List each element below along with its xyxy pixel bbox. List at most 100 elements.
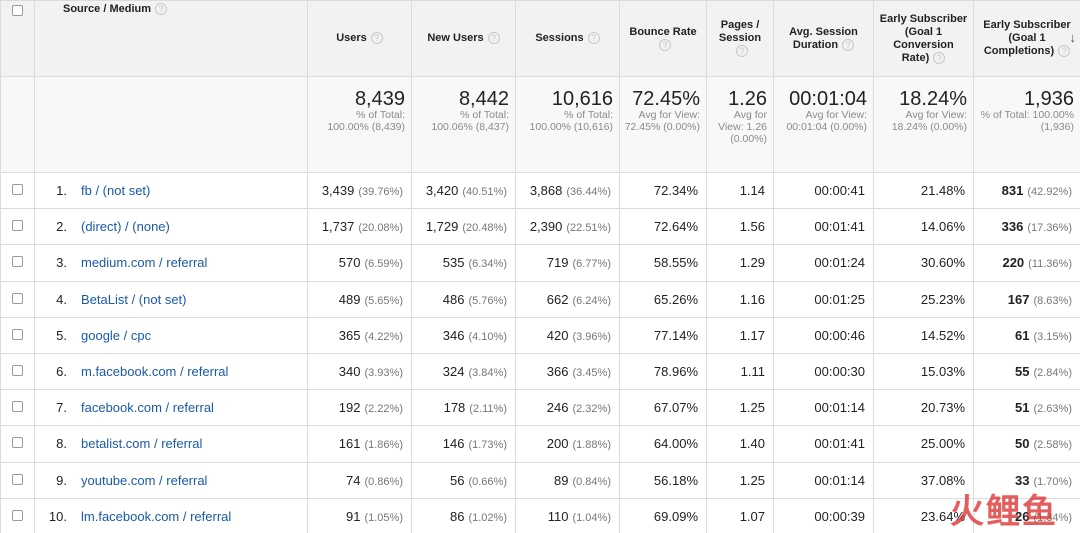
row-checkbox[interactable] [12,509,23,521]
bounce-rate-cell: 58.55% [619,244,707,282]
goal-completions-value: 50 [1015,436,1030,452]
header-row: Source / Medium? Users? New Users? Sessi… [0,0,1080,77]
col-goal-conversion-rate-label: Early Subscriber (Goal 1 Conversion Rate… [879,12,968,64]
row-select-cell [0,208,35,246]
users-value: 340 [338,364,361,380]
row-checkbox[interactable] [12,401,23,413]
totals-new-users-value: 8,442 [458,88,509,110]
source-medium-link[interactable]: m.facebook.com / referral [81,364,229,380]
row-index: 4. [56,291,67,307]
sessions-value: 110 [547,508,569,524]
col-sessions[interactable]: Sessions? [515,0,620,77]
row-checkbox[interactable] [12,473,23,485]
source-medium-link[interactable]: medium.com / referral [81,255,208,271]
col-source-medium[interactable]: Source / Medium? [34,0,308,77]
totals-new-users: 8,442% of Total: 100.06% (8,437) [411,76,516,173]
users-pct: (4.22%) [364,330,403,343]
row-checkbox[interactable] [12,328,23,340]
users-cell: 570 (6.59%) [307,244,412,282]
sessions-value: 89 [554,472,569,488]
totals-sessions: 10,616% of Total: 100.00% (10,616) [515,76,620,173]
new-users-value: 3,420 [425,183,459,199]
col-goal-completions[interactable]: Early Subscriber (Goal 1 Completions)? ↓ [973,0,1080,77]
col-goal-conversion-rate[interactable]: Early Subscriber (Goal 1 Conversion Rate… [873,0,974,77]
table-row: 5. google / cpc 365 (4.22%) 346 (4.10%) 420… [0,316,1080,354]
help-icon[interactable]: ? [933,51,946,64]
goal-completions-value: 220 [1002,255,1025,271]
users-cell: 3,439 (39.76%) [307,171,412,210]
avg-session-duration-cell: 00:00:30 [773,352,874,391]
row-checkbox[interactable] [12,437,23,449]
help-icon[interactable]: ? [487,32,500,45]
source-medium-link[interactable]: facebook.com / referral [81,400,214,416]
users-pct: (3.93%) [364,367,403,380]
goal-completions-pct: (2.84%) [1033,367,1072,380]
help-icon[interactable]: ? [1058,45,1071,58]
source-medium-link[interactable]: youtube.com / referral [81,472,208,488]
source-medium-link[interactable]: BetaList / (not set) [81,291,187,307]
col-pages-session[interactable]: Pages / Session? [706,0,774,77]
sessions-value: 246 [546,400,569,416]
row-checkbox[interactable] [12,292,23,304]
table-row: 2. (direct) / (none) 1,737 (20.08%) 1,729(… [0,208,1080,246]
new-users-value: 1,729 [425,219,459,235]
goal-conversion-rate-value: 14.52% [920,327,965,343]
col-avg-session-duration[interactable]: Avg. Session Duration? [773,0,874,77]
new-users-pct: (0.66%) [468,475,507,488]
help-icon[interactable]: ? [736,45,748,58]
source-medium-link[interactable]: google / cpc [81,327,152,343]
col-users[interactable]: Users? [307,0,412,77]
row-checkbox[interactable] [12,184,23,196]
pages-session-cell: 1.17 [706,316,774,354]
new-users-cell: 324 (3.84%) [411,352,516,391]
totals-users-sub: % of Total: 100.00% (8,439) [327,109,405,133]
goal-conversion-rate-value: 25.00% [920,436,965,452]
col-bounce-rate[interactable]: Bounce Rate? [619,0,707,77]
totals-sessions-sub: % of Total: 100.00% (10,616) [529,109,613,133]
col-source-medium-label: Source / Medium [63,3,152,15]
goal-completions-pct: (1.34%) [1033,511,1072,524]
goal-completions-value: 336 [1001,219,1024,235]
row-checkbox[interactable] [12,256,23,268]
totals-label-cell [34,76,308,173]
source-medium-link[interactable]: lm.facebook.com / referral [81,508,232,524]
table-row: 4. BetaList / (not set) 489 (5.65%) 486 (5.… [0,280,1080,318]
help-icon[interactable]: ? [587,32,600,45]
goal-completions-cell: 50 (2.58%) [973,425,1080,463]
bounce-rate-cell: 69.09% [619,497,707,533]
col-sessions-label: Sessions [535,32,584,44]
totals-goal-conversion-rate: 18.24% Avg for View: 18.24% (0.00%) [873,76,974,173]
goal-completions-cell: 61 (3.15%) [973,316,1080,354]
pages-session-cell: 1.16 [706,280,774,318]
bounce-rate-value: 67.07% [653,400,698,416]
col-new-users[interactable]: New Users? [411,0,516,77]
avg-session-duration-cell: 00:00:39 [773,497,874,533]
help-icon[interactable]: ? [370,32,383,45]
sort-descending-icon[interactable]: ↓ [1069,30,1077,45]
new-users-pct: (4.10%) [468,330,507,343]
new-users-pct: (3.84%) [468,367,507,380]
row-checkbox[interactable] [12,365,23,377]
row-index: 1. [56,183,67,199]
help-icon[interactable]: ? [659,38,671,51]
select-all-checkbox[interactable] [12,5,23,16]
row-checkbox[interactable] [12,220,23,232]
help-icon[interactable]: ? [155,3,168,16]
source-medium-link[interactable]: (direct) / (none) [81,219,170,235]
totals-goal-conversion-rate-sub: Avg for View: 18.24% (0.00%) [891,109,967,133]
source-medium-link[interactable]: betalist.com / referral [81,436,203,452]
source-medium-cell: 3. medium.com / referral [34,244,308,282]
goal-conversion-rate-cell: 15.03% [873,352,974,391]
pages-session-value: 1.07 [739,508,765,524]
new-users-cell: 1,729 (20.48%) [411,208,516,246]
help-icon[interactable]: ? [842,38,855,51]
table-row: 6. m.facebook.com / referral 340 (3.93%) 3… [0,352,1080,391]
row-index: 2. [56,219,67,235]
source-medium-link[interactable]: fb / (not set) [81,183,151,199]
pages-session-cell: 1.07 [706,497,774,533]
bounce-rate-cell: 72.34% [619,171,707,210]
avg-session-duration-value: 00:00:30 [814,364,865,380]
new-users-pct: (40.51%) [462,186,507,199]
new-users-value: 486 [442,291,465,307]
goal-conversion-rate-cell: 14.06% [873,208,974,246]
